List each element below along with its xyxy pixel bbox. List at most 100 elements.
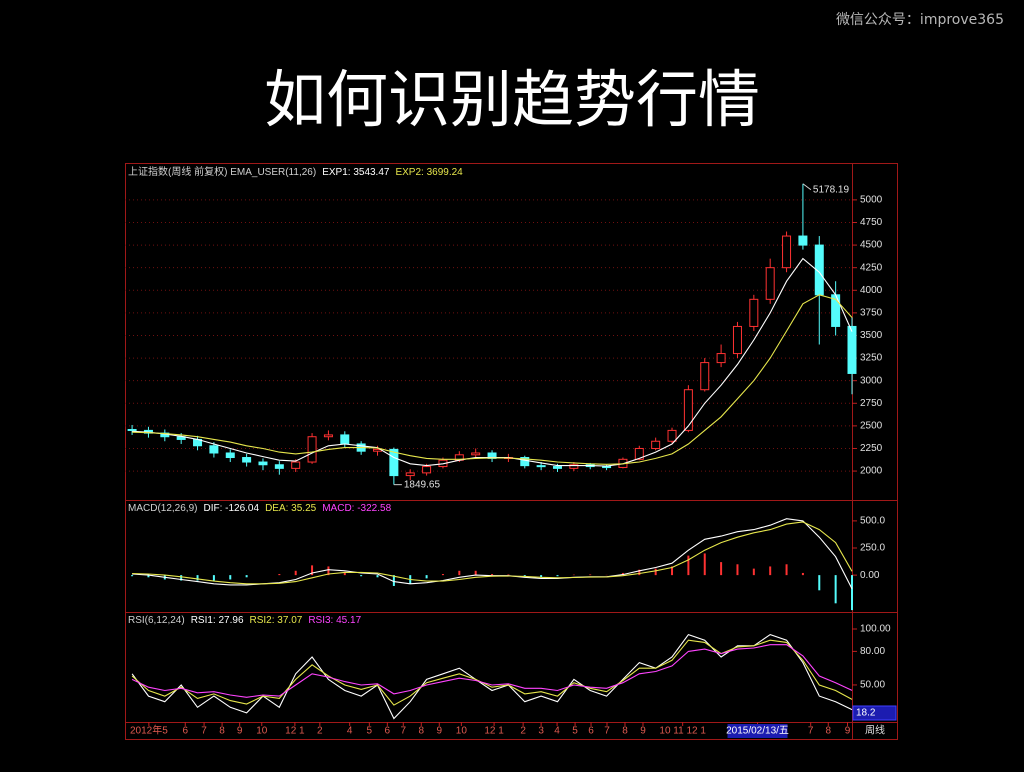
x-tick-label: 4	[347, 726, 353, 737]
candle-body	[307, 436, 317, 463]
candle-body	[520, 457, 530, 467]
x-tick-label: 9	[845, 726, 851, 737]
x-tick-label: 2	[520, 726, 526, 737]
x-tick-label: 10	[456, 726, 468, 737]
panel-header: MACD(12,26,9) DIF: -126.04 DEA: 35.25 MACD:…	[128, 503, 392, 514]
candle-body	[340, 434, 350, 445]
candle-body	[700, 362, 710, 391]
watermark: 微信公众号：improve365	[836, 12, 1004, 28]
panel-header: RSI(6,12,24) RSI1: 27.96 RSI2: 37.07 RSI3: …	[128, 615, 362, 626]
candle-body	[847, 325, 857, 374]
candle-body	[209, 445, 219, 454]
y-tick-label: 4750	[860, 217, 883, 228]
y-tick-label: 2250	[860, 443, 883, 454]
legend-entry: RSI3: 45.17	[308, 615, 361, 626]
candle-body	[732, 325, 742, 355]
slide-title: 如何识别趋势行情	[264, 63, 760, 136]
x-tick-label: 8	[825, 726, 831, 737]
x-tick-label: 7	[401, 726, 407, 737]
x-tick-label: 5	[572, 726, 578, 737]
candle-body	[716, 353, 726, 364]
y-tick-label: 4500	[860, 240, 883, 251]
candle-body	[782, 235, 792, 269]
panel-title: 上证指数(周线 前复权) EMA_USER(11,26)	[128, 165, 316, 178]
chart-frame	[125, 163, 898, 740]
x-tick-label: 9	[640, 726, 646, 737]
x-tick-label: 7	[201, 726, 207, 737]
x-tick-label: 6	[385, 726, 391, 737]
legend-entry: EXP2: 3699.24	[395, 167, 463, 178]
x-tick-label: 8	[219, 726, 225, 737]
candle-body	[667, 429, 677, 442]
candle-body	[242, 457, 252, 463]
legend-entry: RSI1: 27.96	[191, 615, 244, 626]
panel-title: RSI(6,12,24)	[128, 615, 185, 626]
x-axis-label: 周线	[865, 724, 885, 737]
y-tick-label: 5000	[860, 195, 883, 206]
y-tick-label: 0.00	[860, 570, 880, 581]
y-tick-label: 4250	[860, 262, 883, 273]
candle-body	[683, 389, 693, 431]
panel: MACD(12,26,9) DIF: -126.04 DEA: 35.25 MACD:…	[128, 503, 885, 611]
y-tick-label: 250.0	[860, 543, 885, 554]
x-tick-label: 10	[256, 726, 268, 737]
x-tick-label: 5	[367, 726, 373, 737]
y-tick-label: 80.00	[860, 646, 885, 657]
y-tick-label: 3750	[860, 308, 883, 319]
y-tick-label: 50.00	[860, 680, 885, 691]
x-tick-label: 6	[588, 726, 594, 737]
candle-body	[651, 440, 661, 449]
y-tick-label: 4000	[860, 285, 883, 296]
cursor-label: 18.2	[856, 708, 876, 719]
candle-body	[225, 452, 235, 459]
series-line	[132, 294, 853, 465]
max-label: 5178.19	[813, 184, 850, 195]
candle-body	[536, 465, 546, 468]
x-tick-label: 7	[604, 726, 610, 737]
max-leader	[802, 183, 812, 191]
x-tick-label: 10 11 12 1	[659, 726, 706, 737]
candle-body	[602, 466, 612, 469]
x-tick-label: 2015/02/13/五	[726, 726, 789, 737]
candle-body	[569, 464, 579, 469]
x-tick-label: 12 1	[285, 726, 305, 737]
candle-body	[405, 472, 415, 477]
y-tick-label: 2000	[860, 466, 883, 477]
x-tick-label: 12 1	[484, 726, 504, 737]
legend-entry: EXP1: 3543.47	[322, 167, 390, 178]
legend-entry: DIF: -126.04	[203, 503, 259, 514]
candle-body	[323, 434, 333, 438]
candle-body	[422, 466, 432, 474]
y-tick-label: 100.00	[860, 624, 891, 635]
y-tick-label: 3250	[860, 353, 883, 364]
y-tick-label: 3000	[860, 375, 883, 386]
y-tick-label: 500.0	[860, 516, 885, 527]
legend-entry: DEA: 35.25	[265, 503, 317, 514]
y-tick-label: 2500	[860, 421, 883, 432]
y-tick-label: 2750	[860, 398, 883, 409]
series-line	[132, 521, 853, 585]
x-tick-label: 9	[237, 726, 243, 737]
candle-body	[765, 267, 775, 300]
candle-body	[798, 235, 808, 246]
x-tick-label: 6	[182, 726, 188, 737]
x-tick-label: 8	[419, 726, 425, 737]
x-tick-label: 9	[436, 726, 442, 737]
x-tick-label: 3	[538, 726, 544, 737]
panel: RSI(6,12,24) RSI1: 27.96 RSI2: 37.07 RSI3: …	[128, 615, 897, 738]
x-tick-label: 2	[317, 726, 323, 737]
x-tick-label: 7	[808, 726, 814, 737]
panel-title: MACD(12,26,9)	[128, 503, 197, 514]
panel-header: 上证指数(周线 前复权) EMA_USER(11,26) EXP1: 3543.4…	[128, 165, 463, 178]
frame-border	[125, 163, 898, 740]
min-label: 1849.65	[404, 479, 441, 490]
legend-entry: MACD: -322.58	[322, 503, 391, 514]
candle-body	[127, 428, 137, 431]
cursor-box	[852, 705, 897, 721]
candle-body	[749, 298, 759, 327]
x-tick-highlight	[727, 724, 788, 738]
candle-body	[258, 461, 268, 466]
